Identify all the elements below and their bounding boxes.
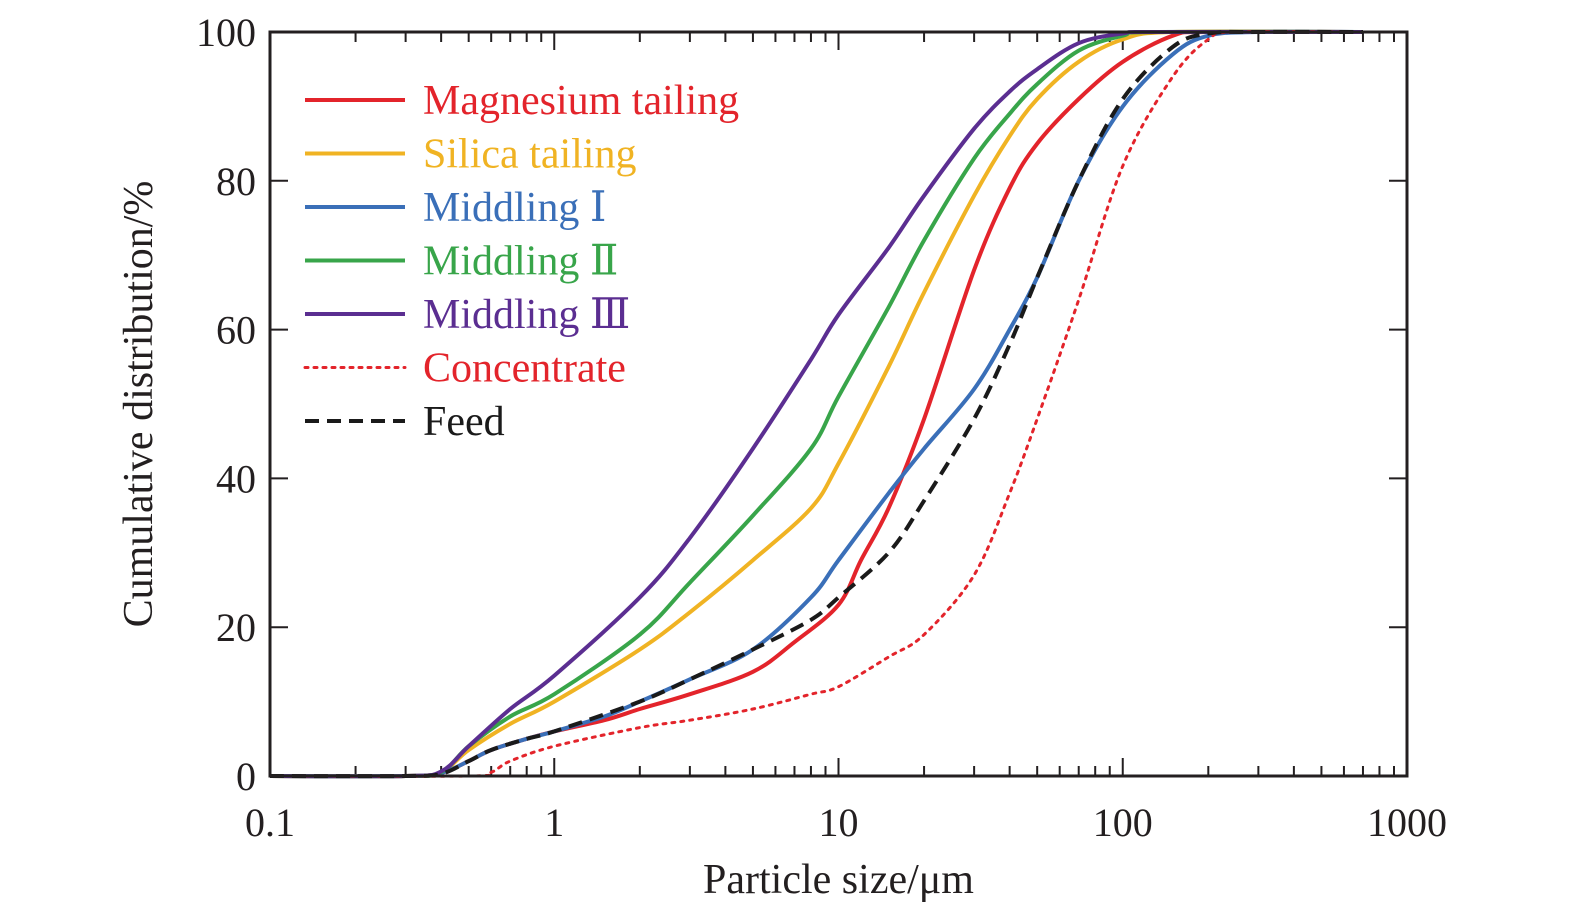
series-line-2 — [269, 29, 1364, 779]
legend-label-4: Middling Ⅱ — [423, 239, 618, 285]
y-tick-label: 80 — [216, 159, 256, 204]
x-tick-label: 10 — [819, 800, 859, 845]
y-tick-label: 20 — [216, 605, 256, 650]
x-tick-labels: 0.1 1 10 100 1000 — [245, 800, 1447, 845]
x-tick-label: 100 — [1093, 800, 1153, 845]
plot-frame — [268, 30, 1409, 778]
legend-label-5: Middling Ⅲ — [423, 292, 630, 338]
x-tick-label: 1 — [544, 800, 564, 845]
y-tick-label: 100 — [196, 10, 256, 55]
series-line-7 — [269, 29, 1364, 779]
legend: Magnesium tailing Silica tailing Middling … — [303, 78, 739, 445]
legend-label-2: Silica tailing — [423, 132, 636, 178]
y-tick-labels: 0 20 40 60 80 100 — [196, 10, 256, 799]
x-axis-title: Particle size/μm — [703, 857, 974, 903]
x-tick-label: 1000 — [1367, 800, 1447, 845]
x-tick-label: 0.1 — [245, 800, 295, 845]
legend-label-1: Magnesium tailing — [423, 78, 739, 124]
legend-label-3: Middling Ⅰ — [423, 185, 606, 231]
legend-label-7: Feed — [423, 399, 505, 445]
series-line-6 — [268, 29, 1365, 778]
y-axis-title: Cumulative distribution/% — [116, 181, 162, 628]
legend-label-6: Concentrate — [423, 346, 626, 392]
y-tick-label: 60 — [216, 308, 256, 353]
series-lines — [268, 29, 1365, 779]
y-tick-label: 40 — [216, 456, 256, 501]
series-line-5 — [269, 29, 1364, 779]
y-tick-label: 0 — [236, 754, 256, 799]
